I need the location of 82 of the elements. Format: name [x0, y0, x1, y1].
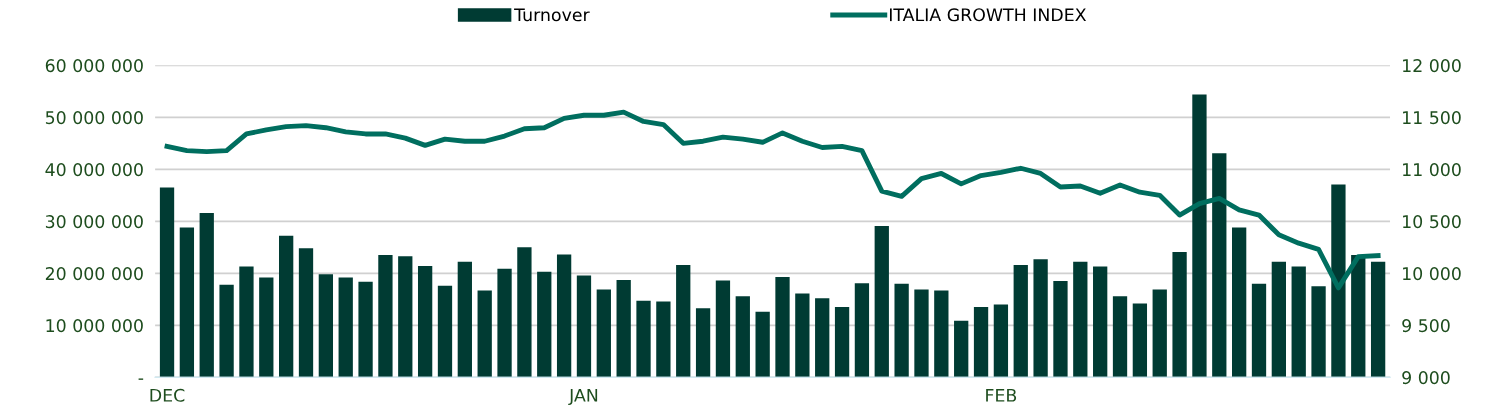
bar [259, 277, 274, 378]
y2-tick-label: 11 000 [1403, 163, 1461, 177]
bar [477, 290, 492, 378]
bar [1053, 281, 1068, 378]
y2-tick-label: 10 500 [1403, 215, 1461, 229]
bar [934, 290, 949, 378]
bar [556, 254, 572, 378]
bar [219, 284, 234, 378]
bar [1232, 227, 1247, 378]
bar [1073, 261, 1088, 378]
bar [695, 308, 711, 378]
bar [1192, 94, 1207, 378]
x-tick-label: FEB [986, 388, 1017, 402]
bar [537, 271, 552, 378]
bar [993, 304, 1009, 378]
bar [735, 296, 750, 378]
bar [973, 307, 989, 378]
bar [1311, 286, 1326, 378]
bar [914, 289, 929, 378]
line-series [164, 109, 1381, 291]
bar [854, 283, 870, 378]
bar [1212, 153, 1227, 378]
bar [775, 276, 790, 378]
bar [1271, 261, 1286, 378]
legend-label: ITALIA GROWTH INDEX [889, 8, 1087, 22]
y2-tick-label: 11 500 [1403, 111, 1461, 125]
bar [834, 307, 850, 378]
bar [596, 289, 611, 378]
y-tick-label: 40 000 000 [45, 163, 143, 177]
bar [894, 283, 909, 378]
y2-tick-label: 9 500 [1402, 319, 1450, 333]
bar [656, 301, 671, 378]
y-tick-label: 30 000 000 [45, 215, 143, 229]
y2-tick-label: 10 000 [1403, 267, 1461, 281]
bar [517, 247, 532, 378]
bar [1033, 259, 1048, 378]
bar [576, 275, 592, 378]
bar [1152, 289, 1167, 378]
bar [497, 268, 512, 378]
bar [338, 277, 353, 378]
bar [1112, 296, 1128, 378]
bar [298, 248, 314, 378]
bar [159, 187, 175, 378]
bar [715, 280, 731, 378]
bar [457, 261, 472, 378]
bar [417, 266, 433, 378]
y-tick-label: 20 000 000 [45, 267, 143, 281]
bar [795, 293, 810, 378]
bar [358, 281, 373, 378]
y-tick-label: - [138, 378, 144, 380]
bar [179, 227, 195, 378]
bar [437, 285, 453, 378]
bar [1331, 184, 1346, 378]
bar [1013, 264, 1028, 378]
bar [954, 320, 969, 378]
bar [378, 255, 393, 378]
bar [1370, 261, 1386, 378]
bar [636, 300, 651, 378]
y-tick-label: 60 000 000 [45, 59, 143, 73]
bar [398, 256, 413, 378]
bar [279, 235, 294, 378]
legend-label: Turnover [514, 8, 590, 22]
bar [676, 264, 691, 378]
y-tick-label: 10 000 000 [46, 319, 143, 333]
bar [1351, 255, 1366, 378]
bar [1172, 251, 1187, 378]
x-tick-label: DEC [150, 388, 185, 402]
bar [239, 266, 254, 378]
y-tick-label: 50 000 000 [45, 111, 143, 125]
bar [1132, 303, 1148, 378]
bar [616, 280, 631, 378]
bar [1291, 266, 1306, 378]
bar [874, 225, 889, 378]
y2-tick-label: 9 000 [1402, 371, 1450, 385]
bar [1251, 283, 1267, 378]
bar [1093, 266, 1108, 378]
bar [755, 311, 770, 378]
bar [199, 212, 214, 378]
bar [815, 298, 830, 378]
x-tick-label: JAN [568, 388, 598, 406]
bar [318, 274, 334, 378]
y2-tick-label: 12 000 [1403, 59, 1461, 73]
